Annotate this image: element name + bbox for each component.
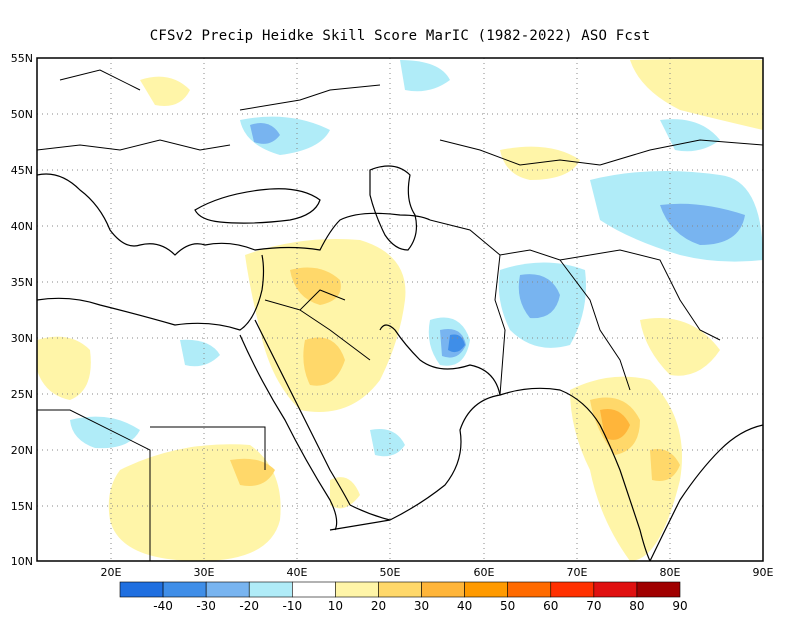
colorbar-label: 20 [371, 599, 386, 613]
colorbar-swatch [162, 581, 207, 598]
lat-label: 40N [11, 220, 33, 233]
negative-skill-high [448, 334, 465, 353]
colorbar-swatch [292, 581, 336, 598]
colorbar-swatch [550, 581, 595, 598]
gridlines [37, 58, 763, 561]
lat-label: 10N [11, 555, 33, 568]
country-borders [37, 69, 763, 561]
colorbar-swatch [335, 581, 379, 598]
longitude-labels: 20E 30E 40E 50E 60E 70E 80E 90E [101, 566, 774, 579]
colorbar-label: -40 [153, 599, 173, 613]
lat-label: 20N [11, 444, 33, 457]
colorbar-swatch [593, 581, 638, 598]
colorbar-swatch [421, 581, 465, 598]
lat-label: 55N [11, 52, 33, 65]
lat-label: 50N [11, 108, 33, 121]
lat-label: 30N [11, 332, 33, 345]
lon-label: 80E [660, 566, 681, 579]
lat-label: 35N [11, 276, 33, 289]
lat-label: 25N [11, 388, 33, 401]
latitude-labels: 55N 50N 45N 40N 35N 30N 25N 20N 15N 10N [11, 52, 33, 568]
plot-frame [36, 57, 764, 562]
colorbar-label: 70 [586, 599, 601, 613]
colorbar-swatch [636, 581, 681, 598]
colorbar-label: 90 [672, 599, 687, 613]
colorbar: -40 -30 -20 -10 10 20 30 40 50 60 70 80 90 [119, 581, 688, 613]
positive-skill-high [600, 409, 630, 440]
lon-label: 40E [287, 566, 308, 579]
lon-label: 60E [474, 566, 495, 579]
colorbar-swatch [507, 581, 552, 598]
colorbar-label: -20 [239, 599, 259, 613]
colorbar-label: 80 [629, 599, 644, 613]
colorbar-swatch [248, 581, 293, 598]
lon-label: 50E [380, 566, 401, 579]
colorbar-swatch [378, 581, 422, 598]
colorbar-swatch [464, 581, 508, 598]
skill-score-fields [37, 59, 763, 561]
lon-label: 90E [753, 566, 774, 579]
coastlines [37, 165, 763, 561]
lat-label: 45N [11, 164, 33, 177]
colorbar-label: 40 [457, 599, 472, 613]
negative-skill-medium [250, 122, 745, 358]
colorbar-label: 50 [500, 599, 515, 613]
lat-label: 15N [11, 500, 33, 513]
colorbar-label: 30 [414, 599, 429, 613]
colorbar-label: -30 [196, 599, 216, 613]
lon-label: 20E [101, 566, 122, 579]
colorbar-swatch [119, 581, 164, 598]
chart-title: CFSv2 Precip Heidke Skill Score MarIC (1… [149, 28, 651, 44]
colorbar-label: 60 [543, 599, 558, 613]
colorbar-swatch [205, 581, 250, 598]
lon-label: 30E [194, 566, 215, 579]
lon-label: 70E [567, 566, 588, 579]
colorbar-label: -10 [283, 599, 303, 613]
colorbar-label: 10 [328, 599, 343, 613]
